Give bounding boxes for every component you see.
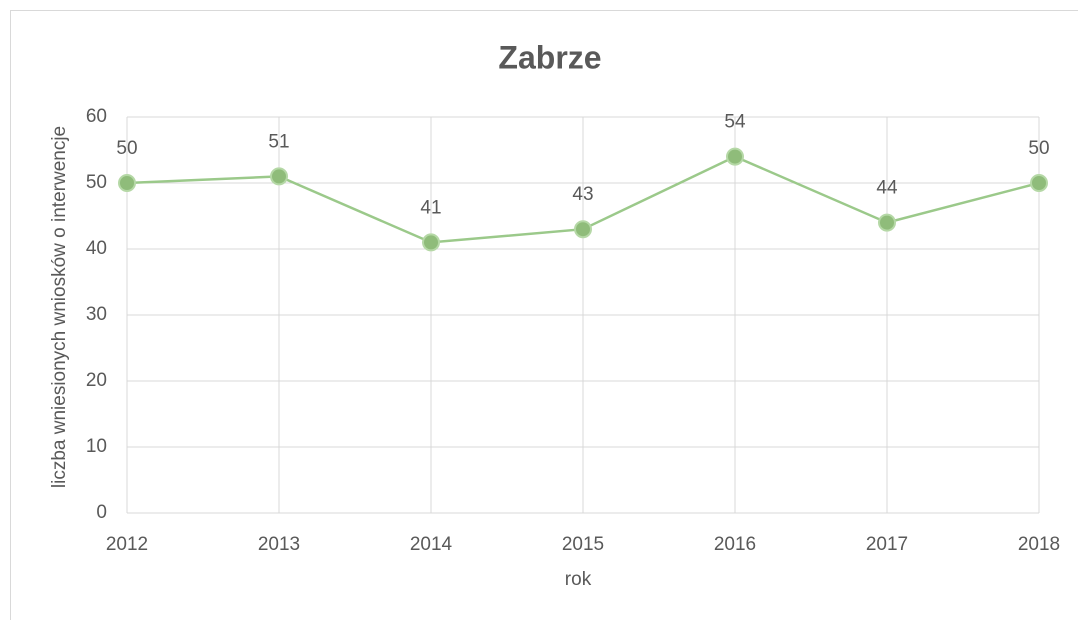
data-label: 44 — [876, 178, 898, 199]
marker — [422, 233, 440, 252]
y-tick-label: 20 — [86, 370, 107, 391]
data-label: 41 — [420, 197, 441, 218]
x-tick-label: 2012 — [106, 534, 148, 555]
x-tick-label: 2017 — [866, 534, 908, 555]
marker — [726, 147, 744, 166]
y-tick-label: 10 — [86, 436, 107, 457]
y-tick-label: 30 — [86, 304, 107, 325]
data-label: 54 — [724, 112, 746, 133]
y-tick-label: 50 — [86, 172, 107, 193]
chart-title: Zabrze — [498, 39, 601, 75]
marker — [1030, 174, 1048, 192]
y-axis-label: liczba wniesionych wniosków o interwencj… — [49, 126, 70, 488]
data-label: 51 — [268, 131, 289, 152]
y-tick-label: 60 — [86, 106, 107, 127]
chart-frame — [10, 10, 1078, 620]
data-label: 50 — [116, 138, 137, 159]
x-tick-label: 2014 — [410, 534, 453, 555]
data-label: 43 — [572, 184, 593, 205]
x-tick-label: 2015 — [562, 534, 604, 555]
data-label: 50 — [1028, 138, 1049, 159]
x-tick-label: 2016 — [714, 534, 756, 555]
y-tick-label: 40 — [86, 238, 107, 259]
marker — [574, 220, 592, 239]
x-tick-label: 2013 — [258, 534, 300, 555]
marker — [118, 174, 136, 192]
x-tick-label: 2018 — [1018, 534, 1060, 555]
y-tick-label: 0 — [96, 502, 107, 523]
marker — [878, 213, 896, 232]
x-axis-label: rok — [565, 569, 592, 590]
marker — [270, 167, 288, 186]
